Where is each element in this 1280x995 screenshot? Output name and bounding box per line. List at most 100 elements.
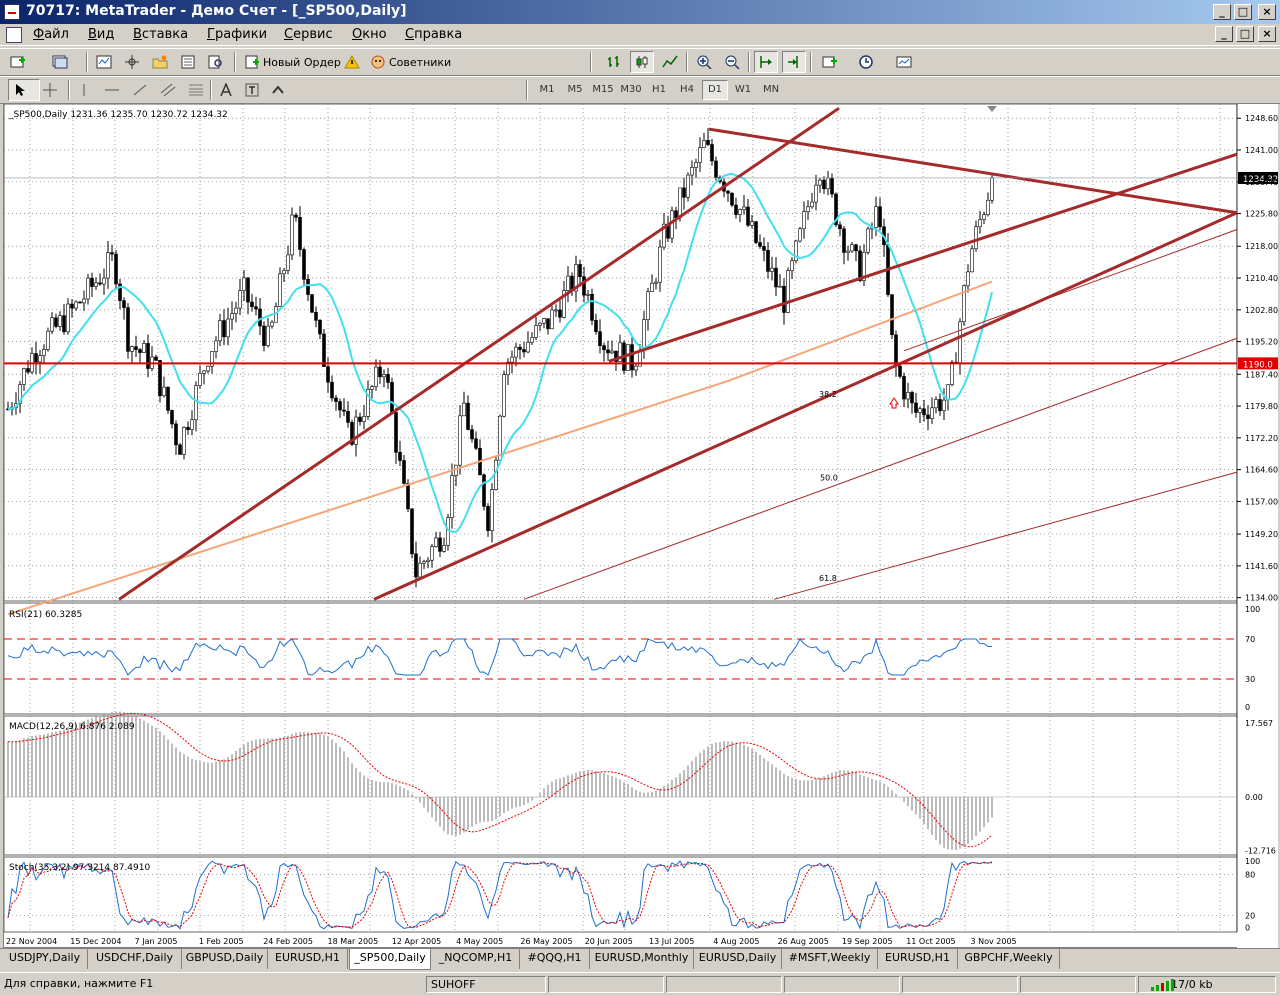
candle-body	[106, 252, 110, 279]
timeframe-m1[interactable]: M1	[539, 84, 555, 95]
cursor-button[interactable]	[8, 79, 40, 101]
indicators-button[interactable]	[818, 51, 850, 73]
market-watch-icon	[96, 55, 112, 69]
candle-body	[450, 475, 454, 518]
tab-eurusd-h1[interactable]: EURUSD,H1	[268, 949, 348, 969]
hline-price-label: 1190.0	[1243, 360, 1273, 370]
stoch-main-line	[7, 860, 993, 930]
tab-gbpusd-daily[interactable]: GBPUSD,Daily	[182, 949, 268, 969]
menu-tools[interactable]: Сервис	[284, 27, 333, 42]
market-watch-button[interactable]	[92, 51, 116, 73]
doc-minimize-button[interactable]: _	[1215, 26, 1233, 42]
tab-usdjpy-daily[interactable]: USDJPY,Daily	[2, 949, 88, 969]
crosshair-button[interactable]	[38, 79, 62, 101]
zoom-out-button[interactable]	[720, 51, 744, 73]
candle-body	[162, 386, 166, 397]
candle-body	[142, 343, 146, 353]
timeframe-d1[interactable]: D1	[702, 80, 728, 100]
candle-body	[118, 283, 122, 301]
tab-usdchf-daily[interactable]: USDCHF,Daily	[88, 949, 182, 969]
trendline-button[interactable]	[128, 79, 150, 101]
close-button[interactable]: ×	[1258, 4, 1276, 20]
document-icon[interactable]	[6, 27, 22, 43]
timeframe-m15[interactable]: M15	[592, 84, 614, 95]
minimize-button[interactable]: _	[1213, 4, 1231, 20]
tab-eurusd-daily[interactable]: EURUSD,Daily	[694, 949, 782, 969]
chart-shift-button[interactable]	[782, 51, 806, 73]
equidistant-channel-button[interactable]	[156, 79, 178, 101]
timeframe-w1[interactable]: W1	[734, 84, 752, 95]
experts-button[interactable]: Советники	[366, 51, 454, 73]
tab-nqcomp-h1[interactable]: _NQCOMP,H1	[432, 949, 520, 969]
tab-sp500-daily[interactable]: _SP500,Daily	[349, 949, 431, 970]
timeframe-h1[interactable]: H1	[652, 84, 666, 95]
stoch-axis-label: 100	[1245, 857, 1260, 866]
new-order-button[interactable]: Новый Ордер	[240, 51, 341, 73]
profiles-button[interactable]	[48, 51, 80, 73]
stoch-signal-line	[7, 862, 993, 928]
candle-body	[418, 562, 422, 578]
candle-body	[206, 365, 210, 372]
candle-body	[786, 270, 790, 313]
candlestick-button[interactable]	[630, 51, 654, 73]
timeframe-m30[interactable]: M30	[620, 84, 642, 95]
new-chart-button[interactable]	[6, 51, 42, 73]
menu-window[interactable]: Окно	[352, 27, 387, 42]
candle-body	[122, 300, 126, 308]
candle-body	[214, 340, 218, 352]
status-traffic: 17/0 kb	[1138, 976, 1276, 993]
maximize-button[interactable]: □	[1234, 4, 1252, 20]
arrows-button[interactable]	[266, 79, 302, 101]
horizontal-line-icon	[105, 89, 119, 91]
horizontal-line-button[interactable]	[100, 79, 122, 101]
templates-button[interactable]	[892, 51, 928, 73]
chart-canvas[interactable]: 1190.0 1234.32 38.2 50.0 61.8 100 70 30 0 17.56…	[4, 104, 1278, 949]
candle-body	[230, 313, 234, 320]
date-label: 3 Nov 2005	[971, 937, 1017, 946]
tab-msft-weekly[interactable]: #MSFT,Weekly	[782, 949, 878, 969]
autoscroll-icon	[760, 56, 772, 68]
candle-body	[546, 318, 550, 330]
line-chart-button[interactable]	[658, 51, 682, 73]
fibonacci-button[interactable]	[184, 79, 206, 101]
menu-view[interactable]: Вид	[88, 27, 115, 42]
text-label-button[interactable]	[240, 79, 262, 101]
bar-chart-button[interactable]	[602, 51, 626, 73]
text-button[interactable]	[214, 79, 236, 101]
price-label: 1241.00	[1245, 146, 1278, 155]
vertical-line-button[interactable]	[72, 79, 94, 101]
candle-body	[258, 308, 262, 327]
candle-body	[422, 561, 426, 564]
candle-body	[890, 294, 894, 336]
chart-window[interactable]: 1190.0 1234.32 38.2 50.0 61.8 100 70 30 0 17.56…	[3, 103, 1278, 949]
menu-charts[interactable]: Графики	[207, 27, 268, 42]
menu-file[interactable]: Файл	[33, 27, 69, 42]
tab-eurusd-monthly[interactable]: EURUSD,Monthly	[590, 949, 694, 969]
candle-body	[550, 309, 554, 330]
candle-body	[598, 331, 602, 346]
candle-body	[762, 246, 766, 251]
menu-insert[interactable]: Вставка	[133, 27, 189, 42]
tab-qqq-h1[interactable]: #QQQ,H1	[520, 949, 590, 969]
tab-gbpchf-weekly[interactable]: GBPCHF,Weekly	[958, 949, 1060, 969]
tab-eurusd-h1-2[interactable]: EURUSD,H1	[878, 949, 958, 969]
window-title: 70717: MetaTrader - Демо Счет - [_SP500,…	[26, 3, 407, 19]
autoscroll-button[interactable]	[754, 51, 778, 73]
periods-button[interactable]	[854, 51, 886, 73]
date-label: 11 Oct 2005	[906, 937, 955, 946]
alert-button[interactable]	[340, 51, 362, 73]
timeframe-mn[interactable]: MN	[762, 84, 780, 95]
doc-restore-button[interactable]: □	[1236, 26, 1254, 42]
title-bar[interactable]: 70717: MetaTrader - Демо Счет - [_SP500,…	[0, 0, 1280, 24]
zoom-in-button[interactable]	[692, 51, 716, 73]
tester-button[interactable]	[204, 51, 228, 73]
candle-body	[862, 251, 866, 281]
timeframe-m5[interactable]: M5	[567, 84, 583, 95]
doc-close-button[interactable]: ×	[1258, 26, 1276, 42]
macd-signal-line	[7, 712, 993, 848]
data-window-button[interactable]	[120, 51, 144, 73]
navigator-button[interactable]	[148, 51, 172, 73]
terminal-button[interactable]	[176, 51, 200, 73]
timeframe-h4[interactable]: H4	[680, 84, 694, 95]
menu-help[interactable]: Справка	[405, 27, 463, 42]
